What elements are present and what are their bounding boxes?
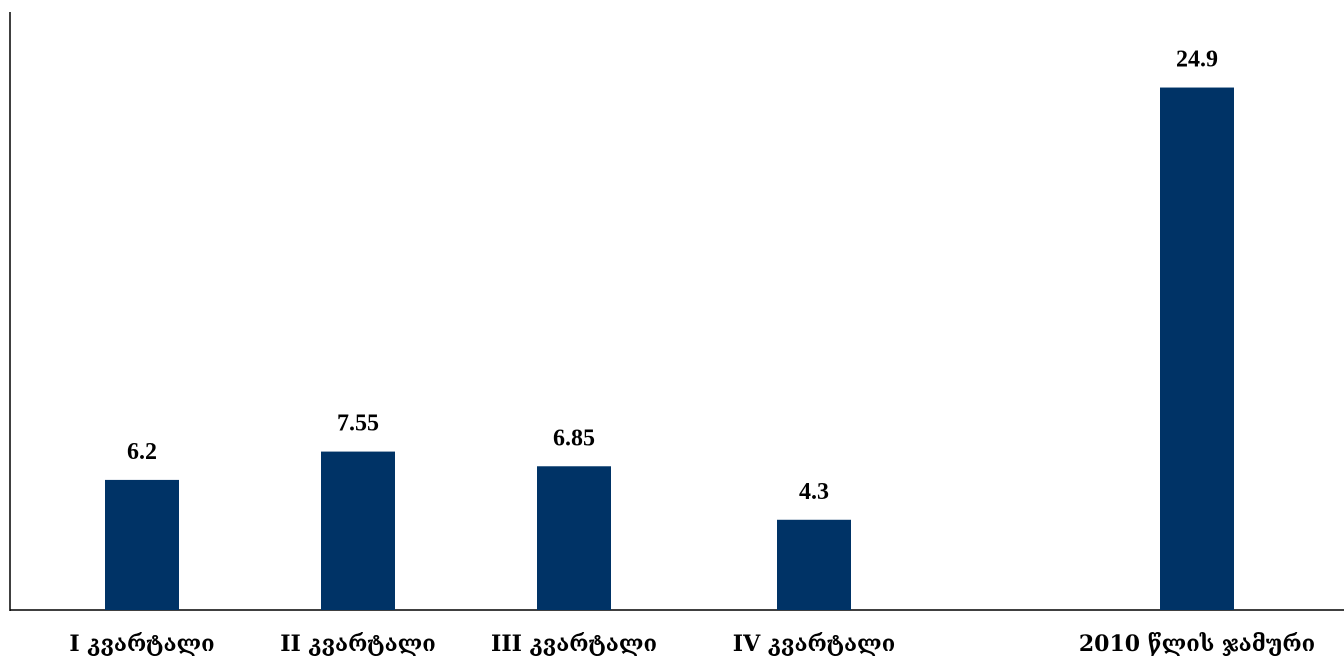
bars-group [105,87,1234,610]
category-label: II კვარტალი [280,631,436,657]
data-label: 6.85 [553,425,595,451]
category-label: IV კვარტალი [733,631,895,657]
bar [777,519,851,610]
data-label: 4.3 [799,479,829,505]
bar [105,479,179,610]
category-label: 2010 წლის ჯამური [1079,631,1315,657]
bar [1160,87,1234,610]
data-label: 7.55 [337,411,379,437]
category-label: III კვარტალი [491,631,657,657]
data-label: 24.9 [1176,47,1218,73]
value-labels-group: 6.2 7.55 6.85 4.3 24.9 [127,47,1218,505]
bar [321,451,395,610]
category-labels-group: I კვარტალი II კვარტალი III კვარტალი IV კვარ… [69,631,1315,657]
bar [537,466,611,610]
data-label: 6.2 [127,439,157,465]
category-label: I კვარტალი [69,631,214,657]
